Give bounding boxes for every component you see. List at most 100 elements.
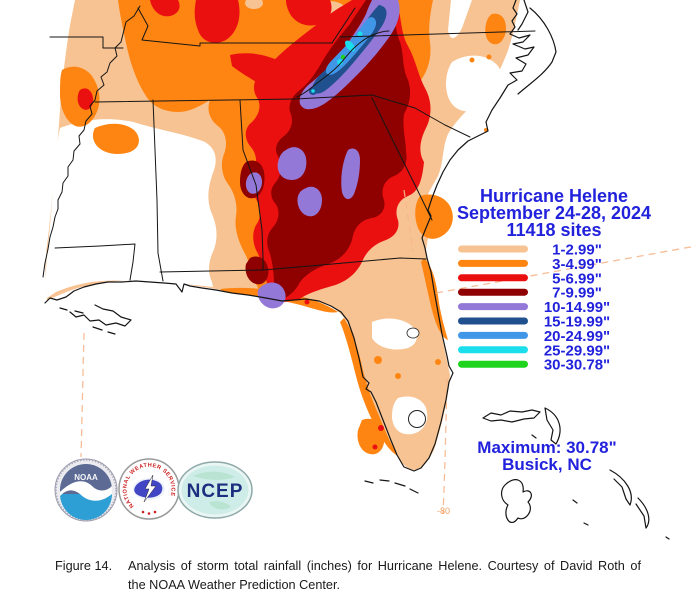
maximum-value: Maximum: 30.78" [477,438,616,457]
border-ms-al [152,99,164,282]
coast-mainland [44,0,535,472]
coastline [44,0,691,544]
noaa-logo-text: NOAA [74,473,98,482]
contour-3in-dot [374,356,382,364]
border-ky-va [331,7,356,44]
grid-meridian-80 [442,377,448,515]
lake-okeechobee [408,410,426,428]
border-ky-tn [137,7,333,47]
contour-10in-ga2 [297,186,322,217]
figure-caption: Figure 14. Analysis of storm total rainf… [0,540,696,595]
grid-meridian-90 [80,332,85,458]
state-borders [42,5,536,282]
coast-abaco [544,407,561,445]
coast-va-eastern-shore [517,0,529,31]
title-line-3: 11418 sites [506,220,601,240]
rainfall-map: -80 Hurricane Helene September [0,0,696,544]
caption-line-1: Analysis of storm total rainfall (inches… [128,559,641,573]
lakes [406,327,426,428]
maximum-annotation: Maximum: 30.78" Busick, NC [477,438,616,474]
legend-swatch-3 [458,274,528,282]
noaa-logo: NOAA [54,458,118,522]
no-rain-hole-gulf [45,119,217,298]
contour-25in [357,31,363,37]
border-nc-sc [371,94,471,138]
ncep-logo: NCEP [177,461,253,519]
title-line-2: September 24-28, 2024 [457,203,651,223]
contour-10in-ga1 [277,147,307,180]
no-rain-hole-west [0,0,74,310]
contour-7in-main [267,0,411,298]
legend-swatch-4 [458,288,528,296]
legend-label-7: 20-24.99" [544,328,610,345]
legend-swatch-2 [458,259,528,267]
legend-swatch-9 [458,360,528,368]
border-ga-sc [371,97,433,221]
grid-parallel [435,245,696,294]
agency-logos: NOAA NATIONAL WEATHER SERVICE NCEP [54,458,253,522]
contour-3in-fl-west [340,318,398,456]
contour-3in-fl-ne [421,258,448,340]
border-al-fl [159,269,264,273]
noaa-bird-icon [60,481,112,501]
contour-5in-ar [77,88,94,110]
border-al-ga [239,99,264,271]
contour-25in [337,59,343,65]
contour-3in-dot [435,359,441,365]
legend-label-3: 5-6.99" [552,270,602,287]
contour-10in-bigbend [257,282,286,309]
nws-lightning-icon [143,474,157,503]
figure-number: Figure 14. [55,559,113,573]
no-rain-hole-nc [446,55,503,112]
legend-label-5: 10-14.99" [544,299,610,316]
coast-grand-bahama [482,409,541,423]
map-title: Hurricane Helene September 24-28, 2024 1… [457,186,651,240]
border-ms-la [54,243,136,281]
contour-3in-dot [469,57,475,63]
coast-outer-banks [517,7,557,95]
legend-swatch-7 [458,331,528,339]
grid-label: -80 [437,506,450,516]
contour-3in-dot [486,54,492,60]
noaa-rope-ring [55,459,117,521]
contour-10in-ga3 [245,172,262,194]
contour-30in-max [340,54,346,60]
legend-swatch-8 [458,346,528,354]
border-mississippi-river [42,5,141,278]
contour-5in-top1 [150,0,180,17]
nws-dot [141,510,145,514]
coast-bahama-specks [531,434,691,544]
nws-logo: NATIONAL WEATHER SERVICE [118,458,180,520]
rainfall-map-figure: -80 Hurricane Helene September [0,0,696,544]
rain-contours [0,0,520,470]
legend-label-6: 15-19.99" [544,314,610,331]
contour-5in-dot [304,299,310,305]
border-va-nc [339,30,536,38]
no-rain-hole-fl1 [372,318,417,350]
nws-dot [153,510,157,514]
legend-label-2: 3-4.99" [552,256,602,273]
legend-label-9: 30-30.78" [544,357,610,374]
map-legend: 1-2.99" 3-4.99" 5-6.99" 7-9.99" 10-14.99… [458,242,610,374]
contour-5in-top3 [286,0,332,26]
coast-la-delta [69,304,132,327]
border-mo-ar [49,36,124,49]
legend-swatch-5 [458,303,528,311]
border-nc-ga [294,94,373,100]
ncep-continent-south [209,501,231,510]
contour-3in-ar2 [92,123,139,154]
contour-5in-dot [378,425,384,431]
caption-line-2: the NOAA Weather Prediction Center. [128,578,341,593]
title-line-1: Hurricane Helene [480,186,628,206]
contour-3in-va [485,13,506,45]
coast-andros [501,479,532,524]
contour-5in-top2 [194,0,240,43]
ncep-logo-text: NCEP [187,481,244,502]
contour-3in-dot [395,373,401,379]
legend-label-4: 7-9.99" [552,285,602,302]
contour-3in-fl-sw [357,418,385,455]
ncep-continent-north [193,471,235,480]
contour-5in-dot [372,444,378,450]
lake-small [406,327,420,339]
contour-25in [311,89,315,93]
